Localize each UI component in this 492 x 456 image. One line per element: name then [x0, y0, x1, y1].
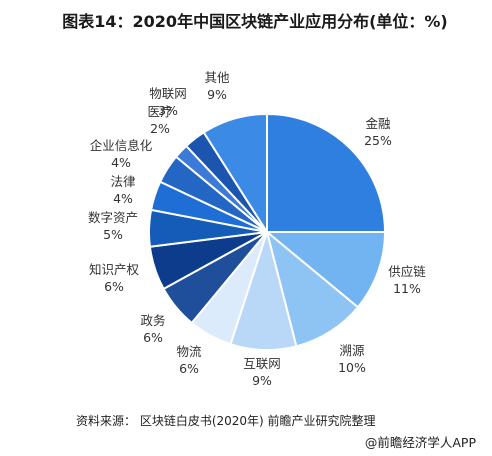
pie-labels: 金融 25% 供应链 11% 溯源 10% 互联网 9% 物流 6% 政务 6% 知识产权 6% 数字资产 5… — [88, 70, 426, 388]
slice-label-name: 知识产权 — [89, 262, 140, 277]
slice-label-value: 6% — [179, 361, 199, 376]
slice-label-name: 数字资产 — [88, 210, 138, 225]
slice-label-value: 3% — [158, 103, 178, 118]
pie-slices — [148, 112, 387, 351]
slice-label-name: 其他 — [204, 70, 230, 85]
slice-label-name: 金融 — [365, 116, 391, 131]
slice-label-value: 25% — [364, 133, 392, 148]
pie-slice-13 — [202, 112, 268, 236]
slice-label-value: 9% — [207, 87, 227, 102]
slice-label-value: 6% — [143, 330, 163, 345]
source-note: 资料来源： 区块链白皮书(2020年) 前瞻产业研究院整理 — [76, 414, 376, 428]
slice-label-value: 10% — [338, 360, 366, 375]
slice-label-name: 互联网 — [243, 356, 281, 371]
slice-label-name: 溯源 — [339, 343, 365, 358]
slice-label-name: 政务 — [140, 313, 165, 328]
pie-slice-1 — [266, 112, 387, 233]
slice-label-value: 5% — [103, 227, 123, 242]
slice-label-name: 医疗 — [147, 104, 172, 119]
chart-title: 图表14：2020年中国区块链产业应用分布(单位：%) — [62, 12, 448, 31]
slice-label-name: 物流 — [176, 344, 202, 359]
slice-label-value: 6% — [104, 279, 124, 294]
slice-label-value: 2% — [150, 121, 170, 136]
slice-label-name: 法律 — [110, 174, 135, 189]
slice-label-name: 企业信息化 — [90, 138, 153, 153]
slice-label-value: 11% — [393, 281, 421, 296]
slice-label-name: 供应链 — [388, 264, 426, 279]
brand-watermark: @前瞻经济学人APP — [364, 435, 476, 450]
slice-label-value: 9% — [252, 373, 272, 388]
slice-label-value: 4% — [113, 191, 133, 206]
slice-label-name: 物联网 — [149, 86, 187, 101]
slice-label-value: 4% — [111, 155, 131, 170]
pie-slice-2 — [264, 231, 387, 309]
